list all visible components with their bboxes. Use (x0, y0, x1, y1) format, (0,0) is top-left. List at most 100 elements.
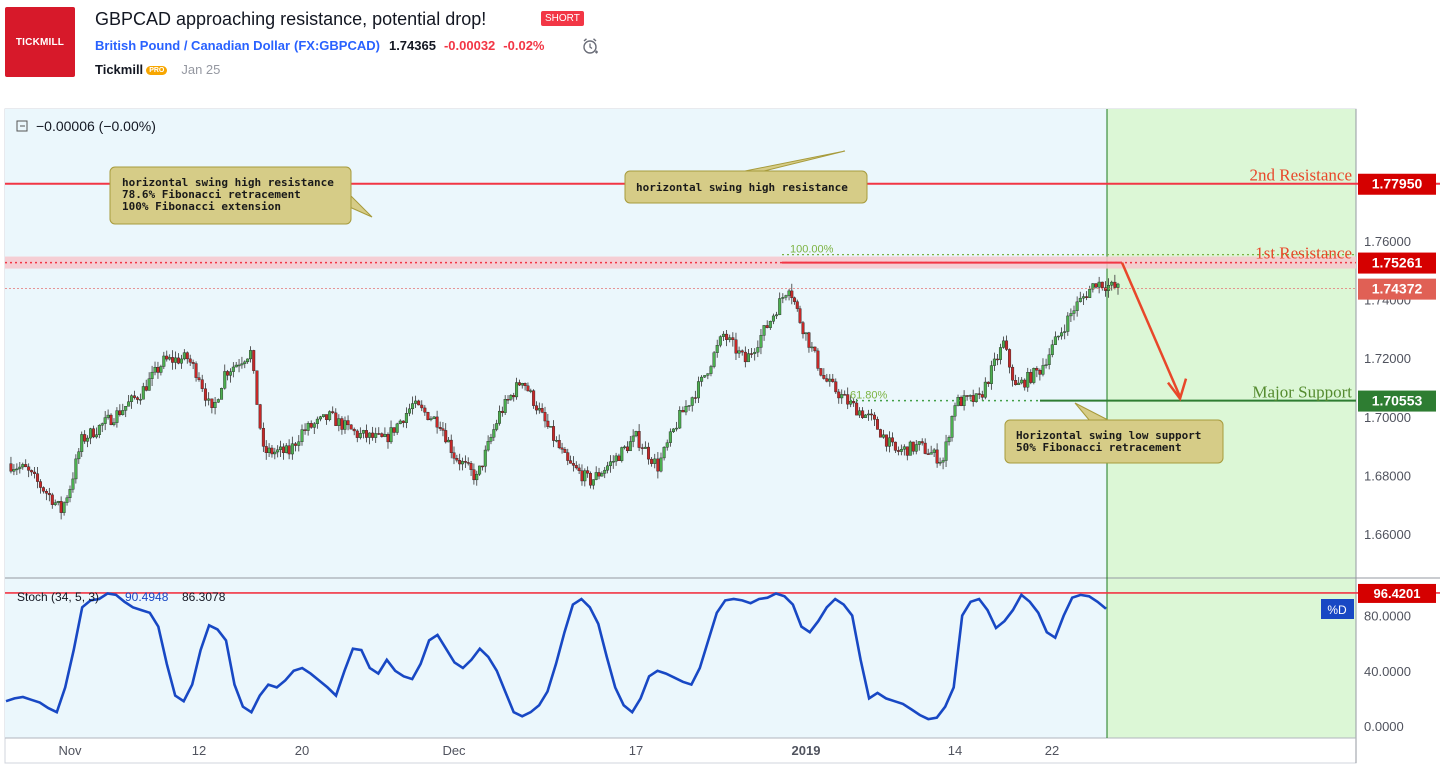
stoch-series-tag: %D (1327, 603, 1347, 617)
candle-body (1088, 288, 1092, 298)
candle-body (404, 413, 408, 423)
candle-body (210, 398, 214, 408)
candle-body (1110, 281, 1114, 286)
symbol-change: -0.00032 (443, 38, 496, 53)
candle-body (33, 471, 37, 474)
idea-title: GBPCAD approaching resistance, potential… (95, 9, 487, 29)
candle-body (941, 460, 945, 463)
candle-body (932, 449, 936, 453)
candle-body (740, 350, 744, 353)
candle-body (15, 468, 19, 471)
candle-body (141, 386, 145, 400)
author-link[interactable]: Tickmill (95, 62, 144, 77)
candle-body (321, 414, 325, 417)
candle-body (965, 395, 969, 397)
stoch-level-badge-bg (1358, 583, 1436, 603)
candle-body (861, 410, 865, 418)
candle-body (478, 465, 482, 475)
candle-body (549, 426, 553, 428)
candle-body (753, 351, 757, 354)
candle-body (890, 437, 894, 443)
candle-body (414, 400, 418, 404)
candle-body (377, 433, 381, 435)
candle-body (115, 410, 119, 423)
candle-body (1116, 283, 1120, 288)
candle-body (756, 347, 760, 353)
candle-body (463, 461, 467, 463)
candle-body (822, 375, 826, 379)
candle-body (234, 364, 238, 368)
candle-body (762, 325, 766, 336)
candle-body (529, 390, 533, 392)
candle-body (831, 378, 835, 382)
symbol-change-pct: -0.02% (503, 38, 545, 53)
candle-body (349, 424, 353, 430)
symbol-name-link[interactable]: British Pound / Canadian Dollar (95, 38, 291, 53)
candle-body (153, 366, 157, 373)
candle-body (864, 414, 868, 418)
candle-body (226, 371, 230, 376)
candle-body (1097, 281, 1101, 288)
candle-body (617, 455, 621, 461)
short-badge: SHORT (541, 11, 584, 26)
candle-body (44, 491, 48, 494)
candle-body (870, 413, 874, 416)
stoch-level-badge: 96.4201 (1374, 586, 1421, 601)
candle-body (1107, 285, 1111, 291)
tickmill-logo[interactable]: TICKMILL (5, 7, 75, 77)
candle-body (444, 430, 448, 443)
candle-body (240, 363, 244, 366)
candle-body (1020, 379, 1024, 384)
candle-body (279, 446, 283, 450)
annotation-support-line-0: Horizontal swing low support (1016, 429, 1201, 442)
candle-body (771, 315, 775, 322)
candle-body (50, 494, 54, 505)
time-tick-label: 14 (948, 743, 962, 758)
candle-body (174, 357, 178, 363)
candle-body (603, 469, 607, 474)
stoch-tick-label: 40.0000 (1364, 664, 1411, 679)
candle-body (223, 371, 227, 389)
candle-body (112, 422, 116, 425)
candle-body (216, 399, 220, 403)
candle-body (303, 429, 307, 431)
candle-body (715, 345, 719, 353)
candle-body (200, 379, 204, 389)
candle-body (248, 350, 252, 360)
candle-body (1063, 331, 1067, 333)
candle-body (165, 355, 169, 360)
candle-body (858, 410, 862, 416)
symbol-code-link[interactable]: (FX:GBPCAD) (294, 38, 380, 53)
candle-body (426, 412, 430, 421)
candle-body (637, 431, 641, 448)
candle-body (261, 427, 265, 447)
candle-body (938, 461, 942, 464)
price-badge-2nd-resistance-bg (1358, 173, 1436, 195)
stoch-name: Stoch (34, 5, 3) (17, 590, 99, 604)
candle-body (284, 445, 288, 453)
candle-body (557, 440, 561, 449)
candle-body (971, 395, 975, 402)
candle-body (325, 414, 329, 420)
candle-body (334, 412, 338, 426)
candle-body (495, 423, 499, 430)
candle-body (109, 414, 113, 425)
candle-body (194, 363, 198, 378)
candle-body (12, 469, 16, 472)
candle-body (597, 472, 601, 477)
candle-body (1023, 379, 1027, 388)
candle-body (706, 373, 710, 376)
candle-body (746, 353, 750, 363)
price-badge-last-bg (1358, 278, 1436, 300)
alarm-clock-icon[interactable] (581, 37, 599, 60)
candle-body (506, 399, 510, 401)
candle-body (182, 352, 186, 360)
candle-body (358, 433, 362, 438)
candle-body (671, 428, 675, 432)
stoch-series-tag-bg (1321, 599, 1354, 619)
candle-body (566, 452, 570, 461)
candle-body (989, 365, 993, 384)
candle-body (662, 447, 666, 459)
candle-body (290, 443, 294, 455)
